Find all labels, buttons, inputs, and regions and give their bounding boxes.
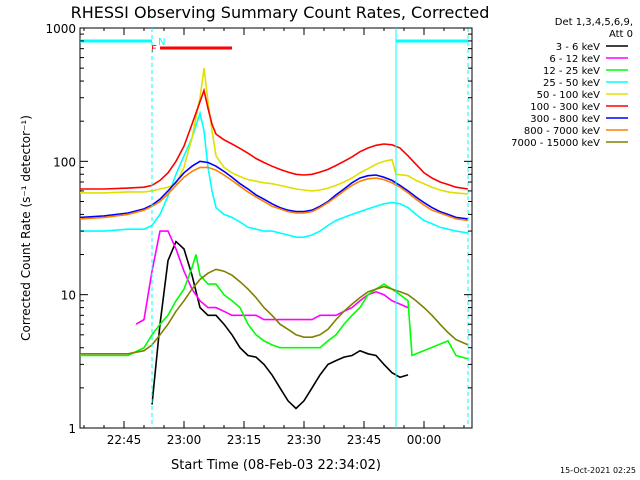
y-tick-label-3: 1000 (45, 22, 76, 36)
x-tick-label-0: 22:45 (107, 433, 142, 447)
attenuator-bars: NF (80, 37, 468, 55)
x-tick-label-1: 23:00 (167, 433, 202, 447)
legend-label-3: 25 - 50 keV (543, 78, 600, 89)
series-lines (79, 67, 469, 410)
y-tick-label-0: 1 (68, 422, 76, 436)
legend-label-1: 6 - 12 keV (549, 54, 600, 65)
x-axis-label: Start Time (08-Feb-03 22:34:02) (171, 458, 381, 473)
legend-label-0: 3 - 6 keV (556, 42, 600, 53)
legend-header-1: Att 0 (609, 29, 633, 40)
series-line-7 (79, 166, 469, 222)
annotation-label-0: N (158, 37, 165, 48)
series-line-4 (80, 67, 469, 195)
series-line-5 (80, 87, 469, 190)
y-tick-label-2: 100 (53, 155, 76, 169)
axes: 22:45 23:00 23:15 23:30 23:45 00:00 1 10 100 1000 (45, 22, 472, 447)
plot-area (79, 27, 473, 429)
chart-title: RHESSI Observing Summary Count Rates, Co… (71, 3, 490, 22)
series-line-3 (80, 110, 469, 238)
y-tick-label-1: 10 (61, 289, 76, 303)
series-line-2 (80, 254, 469, 360)
series-line-1 (135, 230, 409, 325)
legend-header-0: Det 1,3,4,5,6,9, (555, 17, 633, 28)
legend-label-5: 100 - 300 keV (530, 102, 600, 113)
annotation-label-1: F (151, 44, 157, 55)
timestamp: 15-Oct-2021 02:25 (560, 466, 636, 475)
y-axis-label: Corrected Count Rate (s⁻¹ detector⁻¹) (19, 115, 33, 341)
legend-label-2: 12 - 25 keV (543, 66, 600, 77)
series-line-6 (79, 160, 469, 220)
legend-label-7: 800 - 7000 keV (524, 126, 600, 137)
legend-label-8: 7000 - 15000 keV (511, 138, 600, 149)
time-markers (151, 28, 469, 428)
legend-label-4: 50 - 100 keV (537, 90, 601, 101)
x-tick-label-2: 23:15 (227, 433, 262, 447)
series-line-8 (80, 268, 469, 355)
legend-label-6: 300 - 800 keV (530, 114, 600, 125)
x-tick-label-3: 23:30 (287, 433, 322, 447)
x-tick-label-5: 00:00 (407, 433, 442, 447)
x-tick-label-4: 23:45 (347, 433, 382, 447)
